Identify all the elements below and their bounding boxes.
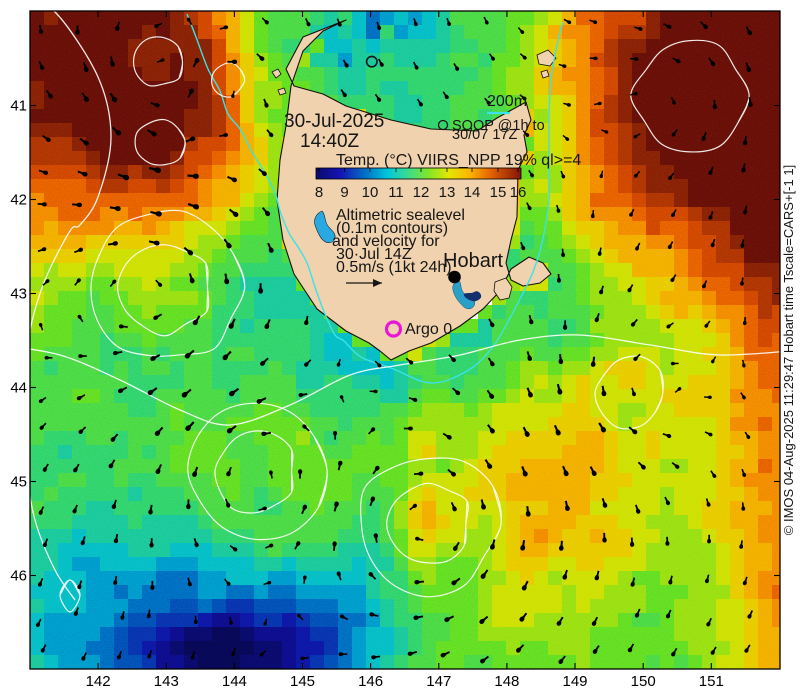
svg-text:8: 8 [315, 184, 323, 201]
svg-text:30-Jul-2025: 30-Jul-2025 [284, 111, 384, 132]
svg-text:45: 45 [10, 474, 27, 491]
svg-text:Hobart: Hobart [443, 250, 503, 272]
svg-text:143: 143 [154, 673, 179, 690]
svg-text:Argo 0: Argo 0 [405, 321, 452, 338]
svg-text:44: 44 [10, 380, 27, 397]
svg-text:142: 142 [86, 673, 111, 690]
svg-text:146: 146 [358, 673, 383, 690]
svg-text:148: 148 [494, 673, 519, 690]
svg-text:30/07 17Z: 30/07 17Z [452, 127, 517, 143]
svg-text:0.5m/s (1kt 24h): 0.5m/s (1kt 24h) [336, 259, 452, 276]
svg-text:9: 9 [340, 184, 348, 201]
svg-text:12: 12 [413, 184, 430, 201]
svg-text:42: 42 [10, 192, 27, 209]
svg-text:150: 150 [631, 673, 656, 690]
svg-text:© IMOS 04-Aug-2025 11:29:47 Ho: © IMOS 04-Aug-2025 11:29:47 Hobart time … [781, 165, 796, 535]
svg-text:43: 43 [10, 286, 27, 303]
svg-text:14:40Z: 14:40Z [300, 131, 360, 152]
svg-text:145: 145 [290, 673, 315, 690]
svg-text:16: 16 [510, 184, 527, 201]
svg-text:Temp. (°C) VIIRS_NPP 19% ql>=4: Temp. (°C) VIIRS_NPP 19% ql>=4 [336, 152, 581, 169]
svg-text:46: 46 [10, 568, 27, 585]
svg-text:144: 144 [222, 673, 247, 690]
svg-text:15: 15 [490, 184, 507, 201]
svg-text:200m: 200m [487, 93, 527, 110]
svg-text:151: 151 [699, 673, 724, 690]
svg-text:41: 41 [10, 98, 27, 115]
svg-text:13: 13 [439, 184, 456, 201]
svg-text:14: 14 [464, 184, 481, 201]
svg-text:11: 11 [388, 184, 404, 201]
svg-text:149: 149 [562, 673, 587, 690]
svg-text:10: 10 [362, 184, 379, 201]
svg-text:147: 147 [426, 673, 451, 690]
